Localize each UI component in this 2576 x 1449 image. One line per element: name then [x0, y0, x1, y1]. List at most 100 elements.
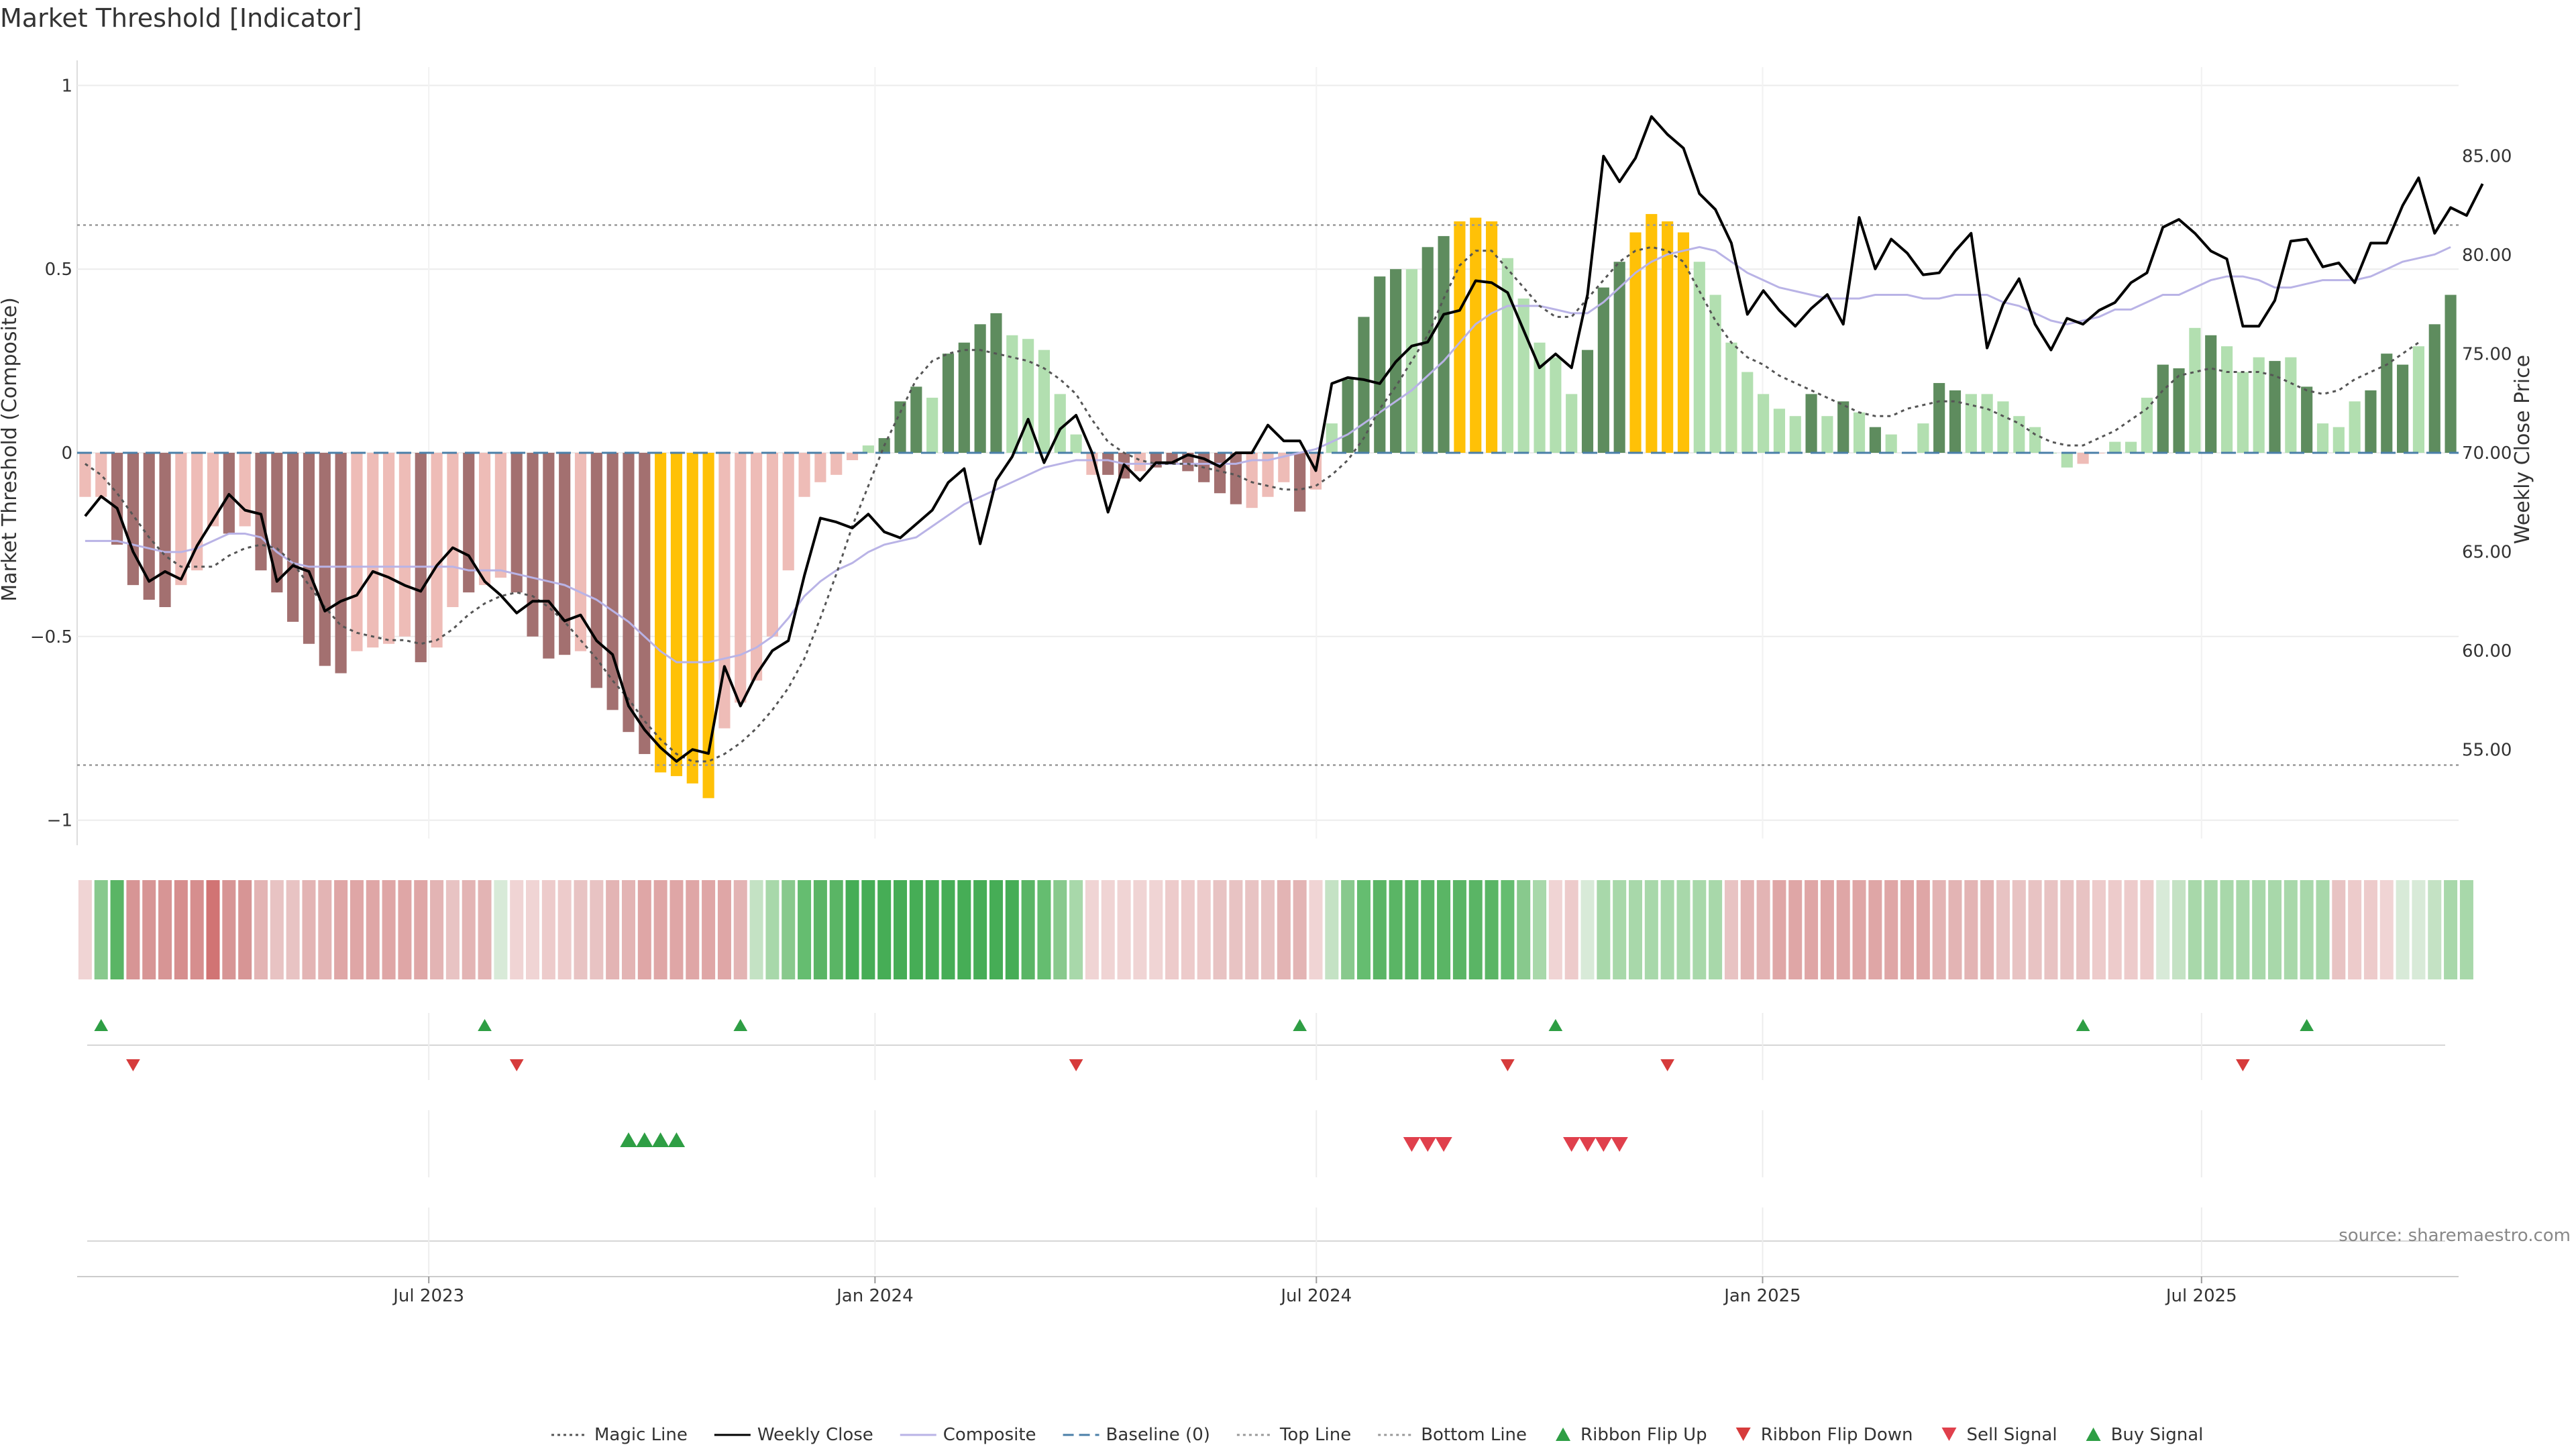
composite-bar: [527, 453, 539, 637]
left-tick-label: −1: [47, 811, 72, 831]
ribbon-segment: [302, 880, 316, 979]
legend-item: Magic Line: [551, 1425, 688, 1445]
ribbon-segment: [541, 880, 555, 979]
ribbon-flip-up-marker: [478, 1019, 492, 1031]
left-tick-label: 0.5: [45, 260, 72, 280]
composite-bar: [2412, 346, 2425, 453]
legend-item: Buy Signal: [2086, 1425, 2203, 1445]
right-axis-label: Weekly Close Price: [2511, 355, 2534, 544]
ribbon-segment: [1836, 880, 1850, 979]
ribbon-segment: [1293, 880, 1307, 979]
ribbon-segment: [238, 880, 252, 979]
composite-bar: [2428, 324, 2440, 453]
composite-bar: [159, 453, 171, 607]
ribbon-segment: [462, 880, 476, 979]
sell-signal-marker: [1403, 1137, 1421, 1152]
ribbon-segment: [1005, 880, 1019, 979]
sell-signal-marker: [1595, 1137, 1612, 1152]
ribbon-segment: [1405, 880, 1419, 979]
composite-bar: [1454, 221, 1466, 453]
ribbon-segment: [1421, 880, 1435, 979]
composite-bar: [2301, 386, 2313, 453]
composite-bar: [1693, 262, 1705, 453]
ribbon-segment: [909, 880, 923, 979]
ribbon-segment: [1884, 880, 1898, 979]
ribbon-segment: [2140, 880, 2154, 979]
ribbon-flip-up-marker: [1293, 1019, 1307, 1031]
ribbon-flip-up-marker: [733, 1019, 748, 1031]
sell-signal-marker: [1578, 1137, 1597, 1152]
ribbon-segment: [1468, 880, 1483, 979]
composite-bar: [1758, 394, 1770, 453]
left-tick-label: −0.5: [30, 627, 72, 647]
ribbon-segment: [270, 880, 284, 979]
legend-item: Ribbon Flip Up: [1556, 1425, 1707, 1445]
ribbon-segment: [1996, 880, 2010, 979]
composite-bars: [79, 214, 2457, 798]
composite-bar: [415, 453, 427, 663]
composite-bar: [2316, 423, 2329, 453]
ribbon-segment: [1341, 880, 1355, 979]
ribbon-segment: [717, 880, 731, 979]
ribbon-segment: [1021, 880, 1035, 979]
ribbon-segment: [445, 880, 460, 979]
ribbon-segment: [1037, 880, 1051, 979]
ribbon-segment: [1660, 880, 1674, 979]
composite-bar: [1342, 379, 1354, 453]
sell-signal-marker: [1419, 1137, 1436, 1152]
ribbon-segment: [78, 880, 92, 979]
left-axis-ticks: 1 0.5 0 −0.5 −1: [30, 76, 72, 830]
composite-bar: [2332, 427, 2345, 453]
ribbon-segment: [1277, 880, 1291, 979]
composite-bar: [1646, 214, 1658, 453]
ribbon-segment: [494, 880, 508, 979]
composite-bar: [2253, 357, 2265, 453]
composite-bar: [942, 354, 955, 453]
ribbon-segment: [957, 880, 971, 979]
ribbon-segment: [2012, 880, 2026, 979]
composite-bar: [862, 445, 874, 453]
composite-bar: [1613, 262, 1625, 453]
ribbon-segment: [749, 880, 763, 979]
composite-bar: [1821, 416, 1833, 453]
ribbon-segment: [1772, 880, 1786, 979]
composite-bar: [2109, 441, 2121, 453]
ribbon-segment: [1517, 880, 1531, 979]
legend-label: Magic Line: [594, 1425, 688, 1445]
composite-bar: [623, 453, 635, 733]
source-note: source: sharemaestro.com: [2339, 1226, 2571, 1246]
right-tick-label: 80.00: [2462, 246, 2512, 266]
composite-bar: [79, 453, 91, 497]
ribbon-segment: [350, 880, 364, 979]
ribbon-segment: [1245, 880, 1259, 979]
composite-bar: [2365, 390, 2377, 453]
ribbon-segment: [1693, 880, 1707, 979]
composite-bar: [1581, 350, 1594, 453]
ribbon-flip-down-marker: [1660, 1059, 1674, 1071]
composite-bar: [798, 453, 810, 497]
composite-bar: [175, 453, 187, 586]
ribbon-segment: [254, 880, 268, 979]
composite-bar: [2125, 441, 2137, 453]
composite-bar: [127, 453, 139, 586]
ribbon-segment: [2459, 880, 2473, 979]
ribbon-segment: [1197, 880, 1211, 979]
ribbon-segment: [190, 880, 204, 979]
ribbon-segment: [1916, 880, 1930, 979]
composite-bar: [1134, 453, 1146, 472]
ribbon-segment: [1580, 880, 1595, 979]
composite-bar: [335, 453, 347, 674]
legend-label: Baseline (0): [1106, 1425, 1210, 1445]
ribbon-segment: [1133, 880, 1147, 979]
ribbon-segment: [414, 880, 428, 979]
x-tick-label: Jan 2024: [835, 1286, 914, 1306]
ribbon-segment: [2060, 880, 2074, 979]
ribbon-segment: [1069, 880, 1083, 979]
ribbon-segment: [1597, 880, 1611, 979]
composite-bar: [1997, 401, 2009, 453]
composite-bar: [2205, 335, 2217, 453]
ribbon-segment: [1533, 880, 1547, 979]
composite-bar: [383, 453, 395, 644]
ribbon-segment: [2300, 880, 2314, 979]
buy-signal-marker: [651, 1132, 669, 1147]
